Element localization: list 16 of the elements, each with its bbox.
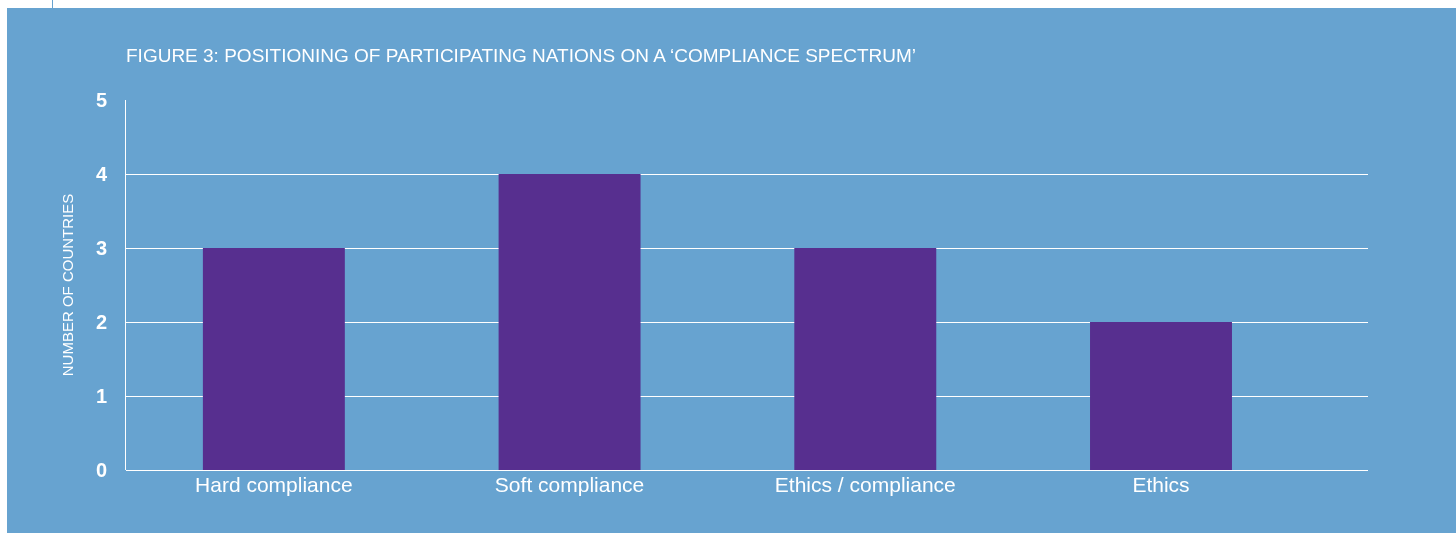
chart-title: FIGURE 3: POSITIONING OF PARTICIPATING NATIONS ON A ‘COMPLIANCE SPECTRUM’ (126, 44, 917, 66)
bar (202, 248, 345, 470)
x-tick-label: Ethics (1132, 473, 1190, 496)
y-tick-label: 4 (95, 163, 108, 185)
bar (1090, 322, 1232, 470)
y-tick-label: 3 (95, 237, 107, 259)
x-tick-label: Soft compliance (494, 473, 645, 496)
y-tick-label: 2 (95, 311, 107, 333)
bar (794, 248, 937, 470)
y-tick-label: 5 (95, 89, 107, 111)
y-tick-label: 0 (95, 459, 107, 481)
x-tick-label: Ethics / compliance (774, 473, 956, 496)
y-axis-title: NUMBER OF COUNTRIES (59, 193, 77, 377)
y-tick-label: 1 (95, 385, 107, 407)
bar (498, 174, 641, 470)
x-tick-label: Hard compliance (195, 473, 353, 496)
